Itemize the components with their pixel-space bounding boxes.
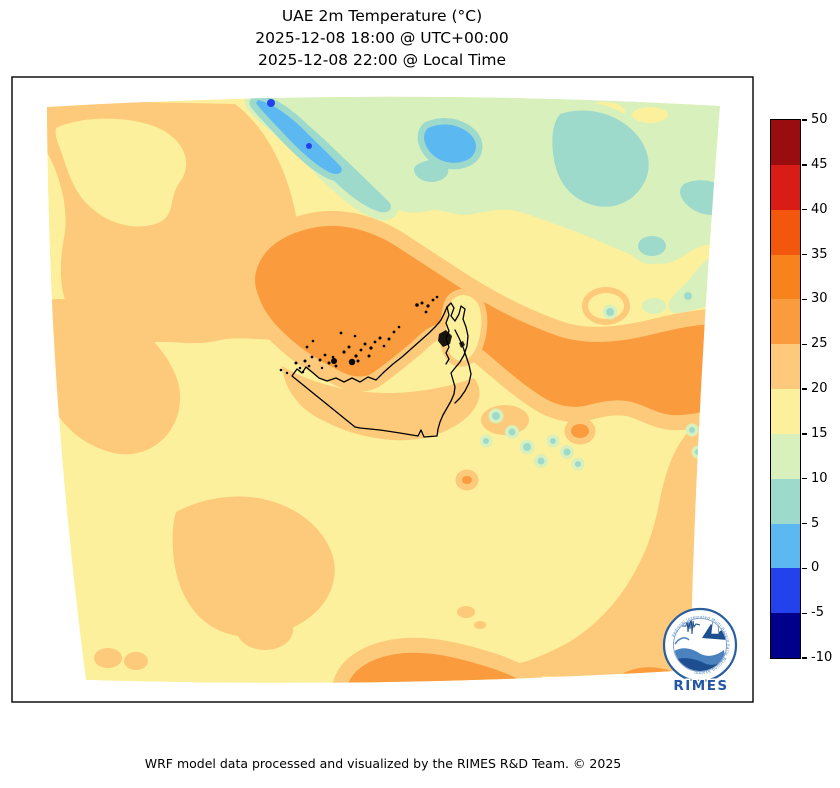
title-line-2: 2025-12-08 18:00 @ UTC+00:00 [255, 29, 509, 47]
settlement-dots [279, 295, 439, 375]
title-line-1: UAE 2m Temperature (°C) [281, 7, 483, 25]
contour-20-25-coastal-inland [282, 366, 480, 441]
colorbar-band [771, 299, 800, 345]
cold-patch-0-5 [417, 118, 483, 170]
enclave-border-blob [438, 330, 452, 347]
colorbar-tick-label: 5 [811, 515, 820, 531]
colorbar-band [771, 164, 800, 211]
map-data-region [47, 96, 720, 683]
colorbar-band [771, 209, 800, 255]
colorbar-band [771, 523, 800, 569]
contour-25-30-spot [564, 417, 596, 445]
title-line-3: 2025-12-08 22:00 @ Local Time [257, 51, 507, 69]
colorbar-tick-label: 35 [811, 246, 828, 262]
colorbar-tick [801, 657, 807, 659]
contour-20-25-patch [124, 652, 148, 670]
temperature-colorbar: 50 45 40 35 30 25 20 15 10 5 0 -5 -10 [770, 112, 832, 665]
colorbar-tick [801, 209, 807, 211]
colorbar-band [771, 254, 800, 300]
colorbar-tick-label: -5 [811, 605, 824, 621]
colorbar-tick [801, 478, 807, 480]
contour-20-25-bottomleft [172, 496, 335, 638]
colorbar-tick-label: 0 [811, 560, 820, 576]
colorbar-tick [801, 298, 807, 301]
colorbar-tick-label: 50 [811, 112, 828, 127]
colorbar-tick [801, 567, 807, 570]
cool-patch-5-10 [630, 228, 674, 264]
colorbar-tick [801, 164, 807, 166]
colorbar-tick [801, 253, 807, 256]
yellow-pocket-topleft [55, 118, 187, 227]
rimes-logo-wordmark: RIMES [673, 678, 728, 694]
cold-patch-0-5 [249, 96, 349, 181]
colorbar-tick [801, 343, 807, 345]
colorbar-tick-label: 20 [811, 381, 828, 396]
colorbar-tick [801, 612, 807, 614]
colorbar-band [771, 120, 800, 166]
rimes-logo: Regional Integrated Multi-Hazard Early W… [662, 607, 738, 696]
colorbar-tick-label: 10 [811, 470, 828, 486]
colorbar-band [771, 344, 800, 390]
figure-title-block: UAE 2m Temperature (°C) 2025-12-08 18:00… [11, 5, 753, 71]
contour-20-25-patch [474, 621, 486, 629]
colorbar-band [771, 568, 800, 614]
colorbar-tick-label: -10 [811, 650, 833, 665]
colorbar-tick-label: 30 [811, 291, 828, 307]
contour-20-25-patch [457, 606, 475, 618]
colorbar-band [771, 613, 800, 659]
axes-frame [11, 76, 754, 703]
hajar-mountain-specks-5-10 [479, 288, 705, 471]
colorbar-tick [801, 388, 807, 390]
uae-border-outline [291, 302, 469, 438]
coldest-spot-minus5-0 [267, 99, 275, 107]
colorbar-tick-label: 40 [811, 201, 828, 217]
contour-20-25-patch [94, 648, 122, 668]
coldest-spot-minus5-0 [306, 143, 312, 149]
colorbar-tick [801, 119, 807, 121]
figure-caption: WRF model data processed and visualized … [144, 756, 622, 771]
colorbar-tick-label: 15 [811, 425, 828, 441]
colorbar-band [771, 478, 800, 524]
colorbar-band [771, 389, 800, 435]
cool-patch-5-10 [672, 172, 720, 223]
contour-25-30-spot [455, 469, 479, 491]
colorbar-tick [801, 433, 807, 435]
yellow-patch-east-musandam [439, 289, 488, 367]
cool-patch-5-10 [544, 102, 657, 215]
enclave-border-blob [459, 341, 465, 348]
contour-20-25-bottomright [517, 412, 716, 677]
colorbar-tick [801, 522, 807, 525]
colorbar-band [771, 433, 800, 480]
contour-20-25-patch [237, 610, 293, 650]
yellow-pocket-top [632, 107, 668, 123]
contour-20-25-left-mid [47, 298, 181, 455]
colorbar-tick-label: 25 [811, 336, 828, 352]
colorbar-tick-label: 45 [811, 156, 828, 172]
contour-20-25-patch [481, 405, 529, 435]
bottom-warm-strip-25-30 [333, 637, 545, 683]
cool-highlands-patch [642, 298, 666, 314]
